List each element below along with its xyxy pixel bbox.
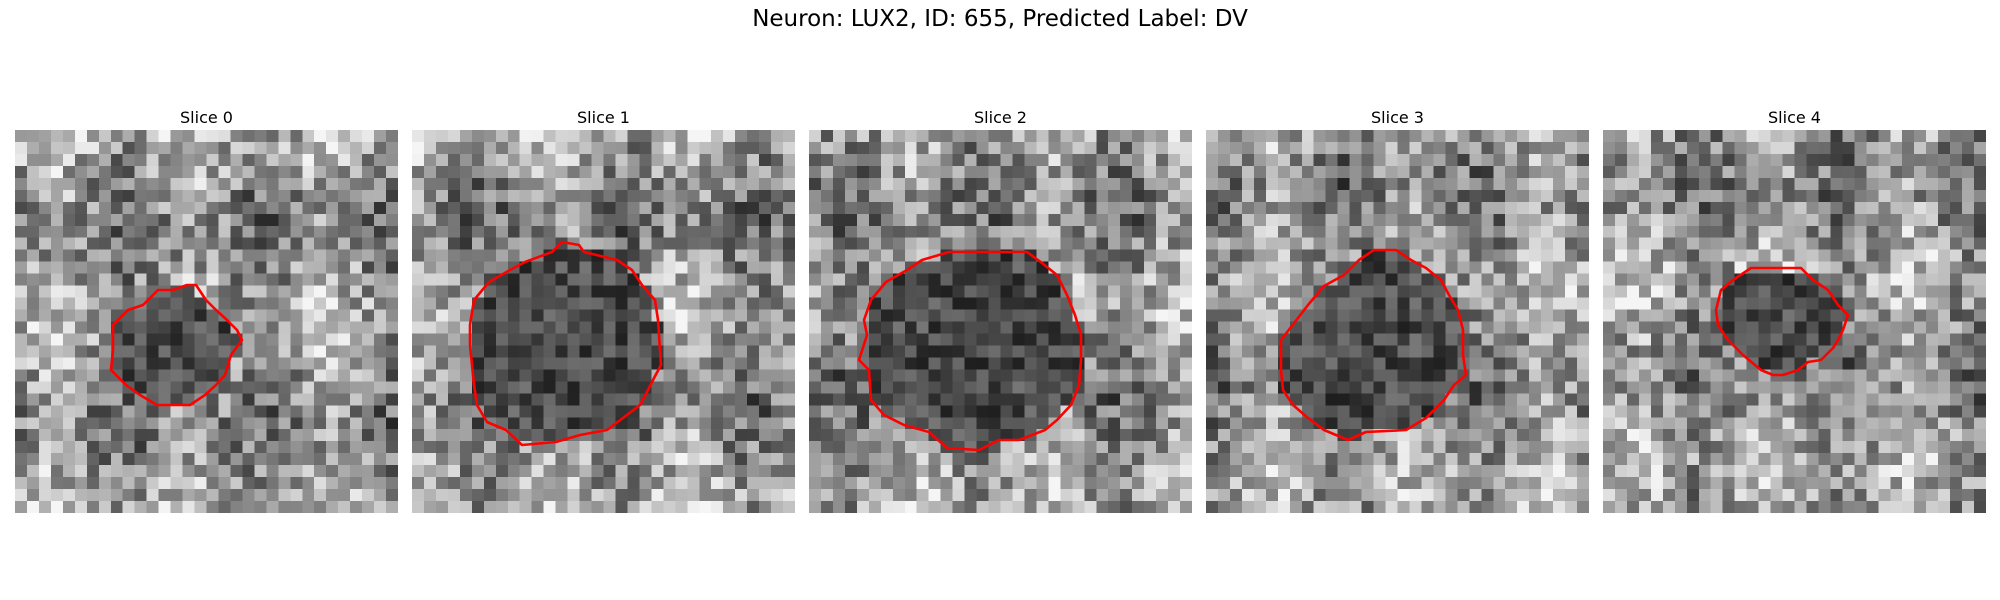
micrograph-image [809,130,1192,513]
micrograph-image [15,130,398,513]
slice-panel-3: Slice 3 [1206,106,1589,513]
slice-title: Slice 0 [180,108,233,127]
slice-panel-2: Slice 2 [809,106,1192,513]
pixel-grid [809,130,1192,513]
neuron-contour [1279,248,1468,442]
pixel-grid [1206,130,1589,513]
slice-title: Slice 2 [974,108,1027,127]
micrograph-image [1603,130,1986,513]
neuron-contour [1714,266,1850,377]
slice-title: Slice 4 [1768,108,1821,127]
neuron-contour [468,240,663,447]
pixel-grid [412,130,795,513]
slice-panel-4: Slice 4 [1603,106,1986,513]
micrograph-image [412,130,795,513]
neuron-contour [109,283,244,407]
slice-title: Slice 3 [1371,108,1424,127]
figure-title: Neuron: LUX2, ID: 655, Predicted Label: … [752,6,1248,32]
pixel-grid [15,130,398,513]
neuron-contour [857,250,1083,452]
slice-panel-1: Slice 1 [412,106,795,513]
slice-panel-0: Slice 0 [15,106,398,513]
pixel-grid [1603,130,1986,513]
micrograph-image [1206,130,1589,513]
slice-title: Slice 1 [577,108,630,127]
